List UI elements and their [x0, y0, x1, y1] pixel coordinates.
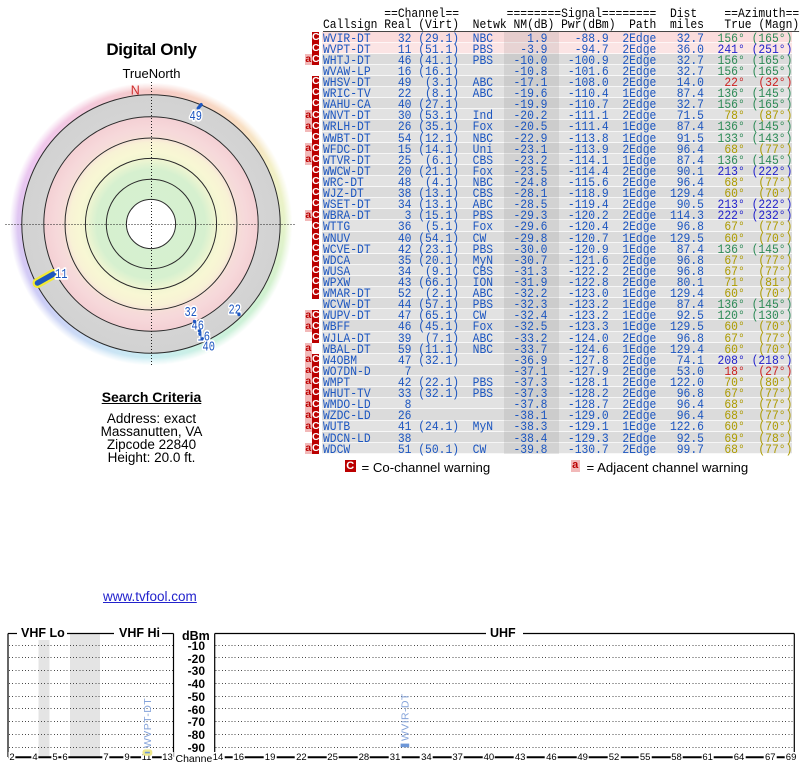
svg-text:WVIR-DT: WVIR-DT [400, 693, 412, 741]
svg-text:N: N [131, 84, 140, 98]
svg-text:WVPT-DT: WVPT-DT [142, 698, 154, 748]
svg-text:11: 11 [55, 267, 67, 283]
svg-text:40: 40 [203, 339, 215, 355]
svg-text:40: 40 [203, 339, 215, 355]
svg-text:49: 49 [190, 109, 202, 125]
svg-text:16: 16 [197, 329, 209, 345]
svg-text:32: 32 [185, 305, 197, 321]
svg-text:49: 49 [190, 109, 202, 125]
svg-text:11: 11 [55, 267, 67, 283]
svg-text:32: 32 [185, 305, 197, 321]
